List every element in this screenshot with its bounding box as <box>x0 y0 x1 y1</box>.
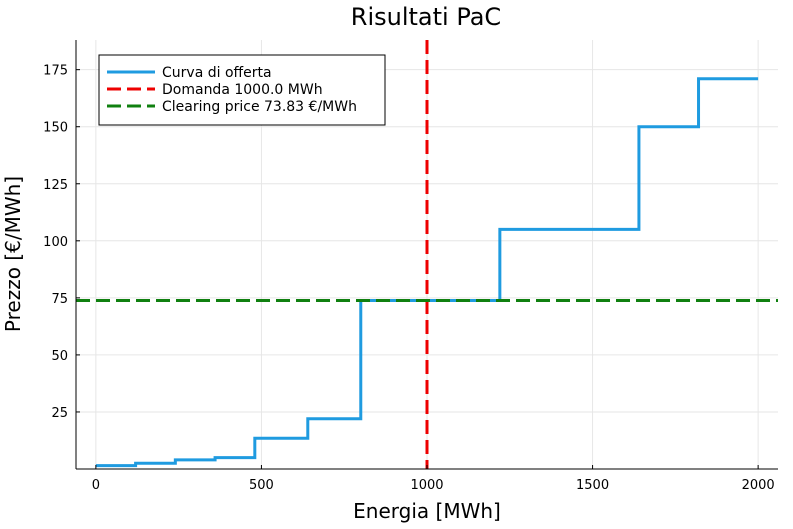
ticks: 0 500 1000 1500 2000 25 50 75 100 125 150 175 <box>43 64 775 493</box>
legend-box <box>98 54 386 126</box>
x-tick-label: 0 <box>92 478 100 493</box>
y-tick-label: 50 <box>51 349 68 364</box>
y-tick-label: 150 <box>43 121 68 136</box>
y-axis-title: Prezzo [€/MWh] <box>1 176 25 332</box>
y-tick-label: 175 <box>43 64 68 79</box>
chart-title: Risultati PaC <box>351 3 501 31</box>
legend-label-clearing: Clearing price 73.83 €/MWh <box>162 99 357 115</box>
x-tick-label: 1500 <box>576 478 609 493</box>
plot-area <box>76 40 778 469</box>
y-tick-label: 75 <box>51 292 68 307</box>
x-axis-title: Energia [MWh] <box>353 499 501 523</box>
y-tick-label: 25 <box>51 406 68 421</box>
offer-curve-line <box>95 77 759 468</box>
legend: Curva di offerta Domanda 1000.0 MWh Clea… <box>98 54 386 126</box>
y-tick-label: 100 <box>43 235 68 250</box>
x-tick-label: 2000 <box>742 478 775 493</box>
legend-label-demand: Domanda 1000.0 MWh <box>162 82 323 98</box>
legend-label-offer: Curva di offerta <box>162 65 272 81</box>
x-tick-label: 500 <box>249 478 274 493</box>
x-tick-label: 1000 <box>410 478 443 493</box>
y-tick-label: 125 <box>43 178 68 193</box>
